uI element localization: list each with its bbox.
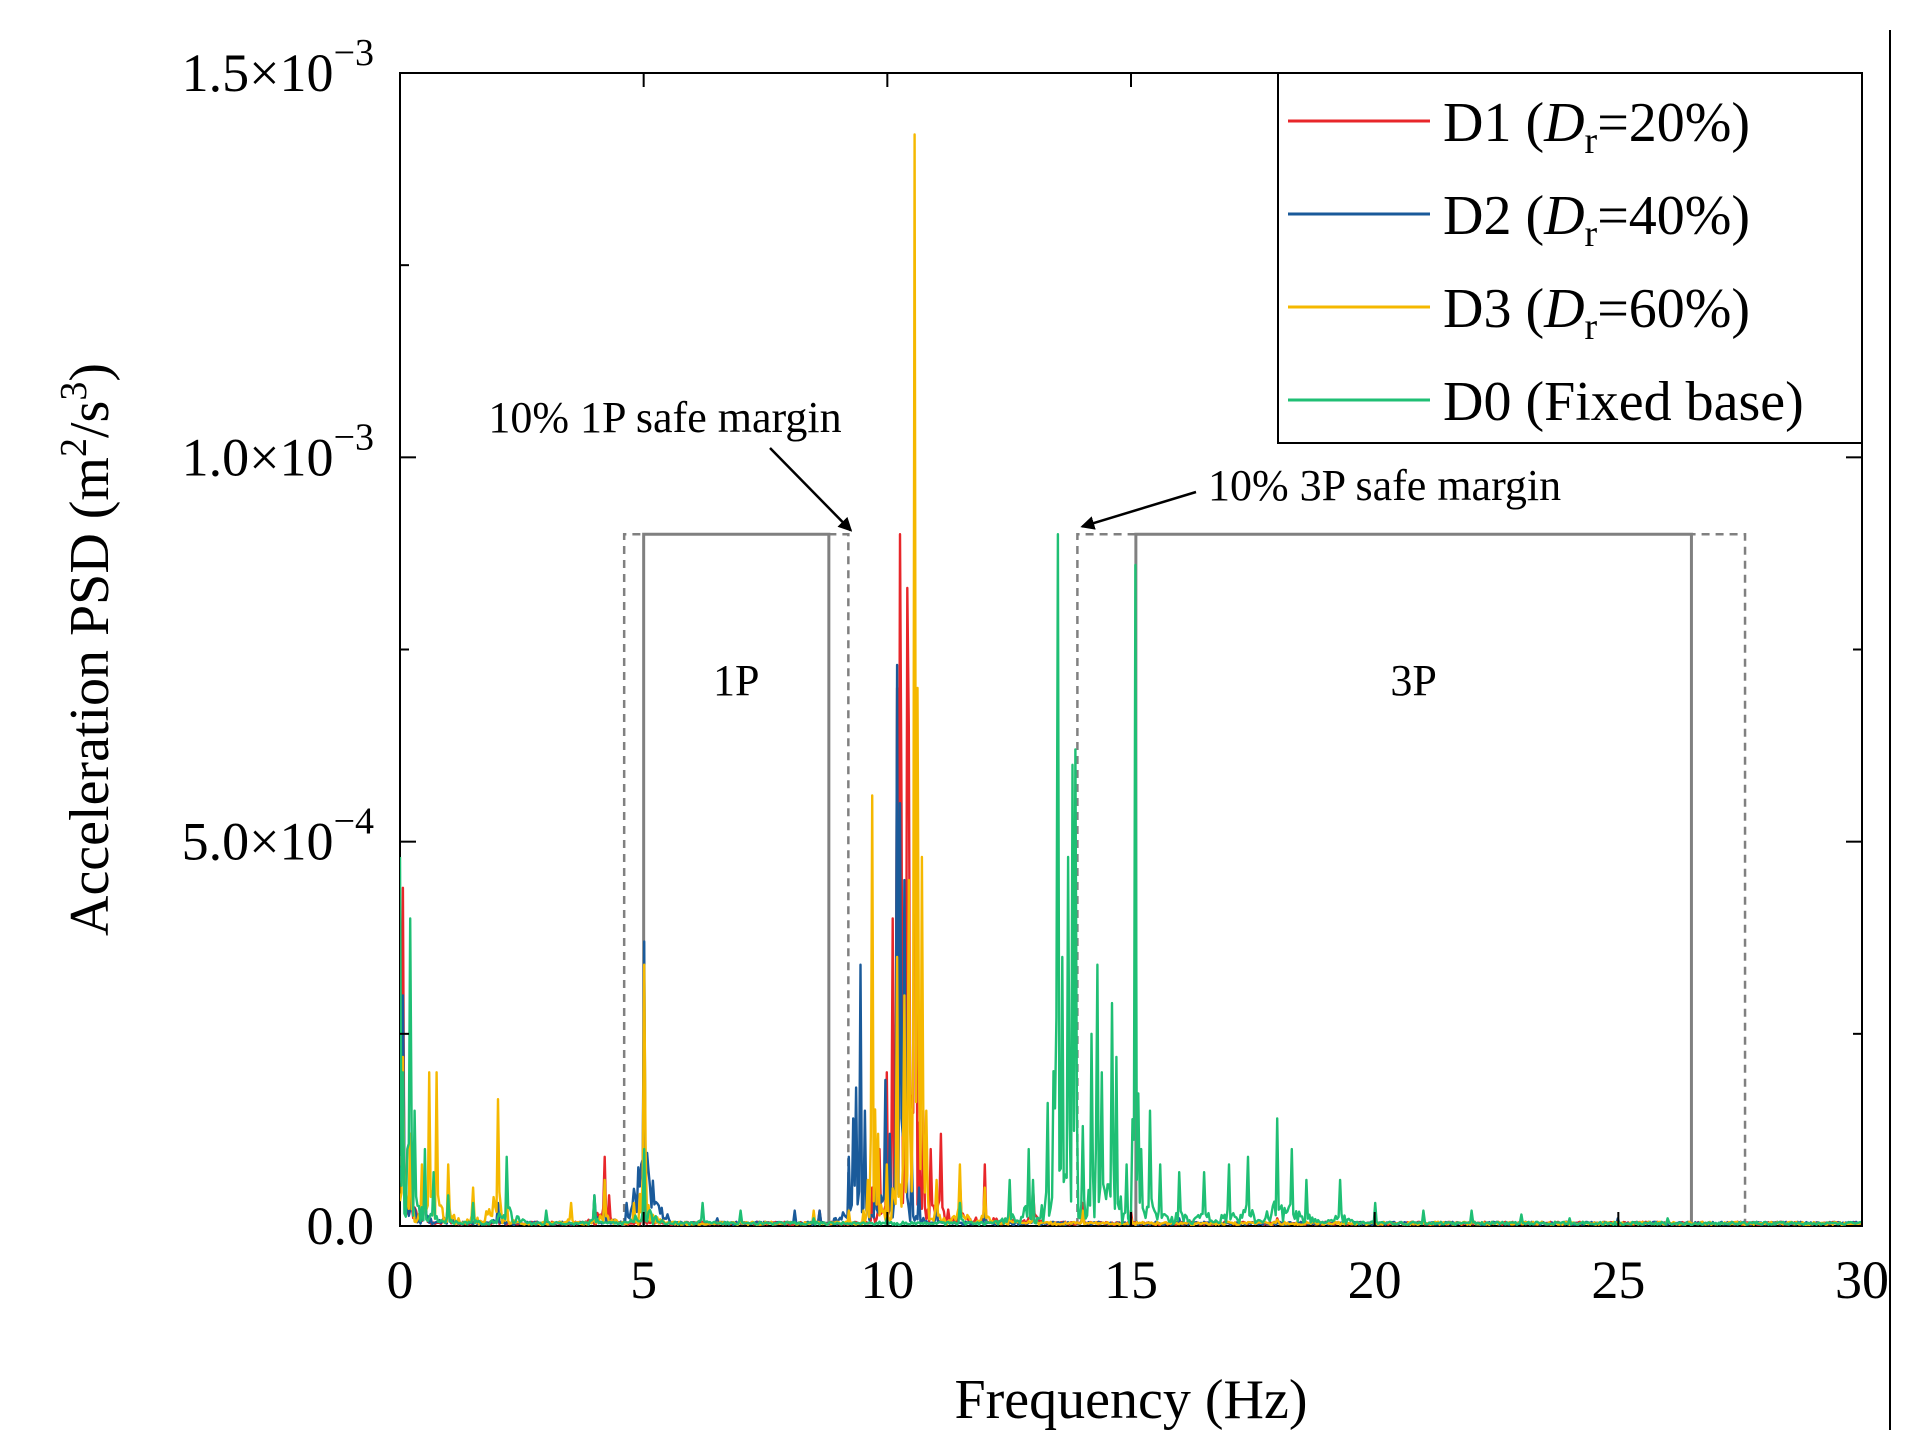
- legend: D1 (Dr=20%)D2 (Dr=40%)D3 (Dr=60%)D0 (Fix…: [1277, 72, 1863, 444]
- y-axis-title-prefix: Acceleration PSD (m: [59, 457, 121, 936]
- y-axis-title-mid: /s: [59, 401, 121, 438]
- x-tick-label: 10: [860, 1250, 914, 1310]
- series-D0-line: [400, 533, 1862, 1226]
- legend-label-post: =20%): [1597, 92, 1750, 154]
- y-tick-mantissa: 1.0×10: [182, 427, 334, 487]
- y-tick-label: 1.5×10−3: [182, 32, 374, 103]
- band-3P-margin: [1076, 532, 1747, 1226]
- y-tick-label: 0.0: [307, 1196, 375, 1256]
- legend-label-italic: D: [1543, 278, 1584, 340]
- y-tick-exponent: −3: [334, 416, 374, 458]
- legend-label-sub: r: [1585, 306, 1598, 348]
- y-axis-title: Acceleration PSD (m2/s3): [53, 363, 121, 936]
- y-tick-mantissa: 0.0: [307, 1196, 375, 1256]
- band-3P-label: 3P: [1390, 656, 1436, 705]
- series-D1-line: [400, 533, 1862, 1226]
- band-3P-range: [1134, 532, 1693, 1226]
- legend-label-sub: r: [1585, 120, 1598, 162]
- legend-label-D2: D2 (Dr=40%): [1443, 185, 1750, 255]
- x-tick-label: 30: [1835, 1250, 1889, 1310]
- annotation-1p-margin-text: 10% 1P safe margin: [488, 393, 841, 442]
- y-axis-title-sup2: 3: [53, 382, 95, 401]
- y-tick-label: 1.0×10−3: [182, 416, 374, 487]
- annotation-1p-margin-arrow: [769, 447, 853, 532]
- y-tick-exponent: −4: [334, 801, 374, 843]
- legend-label-pre: D2 (: [1443, 185, 1544, 247]
- legend-label-pre: D1 (: [1443, 92, 1544, 154]
- x-tick-label: 0: [387, 1250, 414, 1310]
- y-tick-label: 5.0×10−4: [182, 801, 374, 872]
- x-axis-title: Frequency (Hz): [955, 1369, 1308, 1431]
- legend-label-D0: D0 (Fixed base): [1443, 371, 1804, 433]
- band-1P-range: [642, 532, 831, 1226]
- legend-label-post: =40%): [1597, 185, 1750, 247]
- legend-label-pre: D0 (Fixed base): [1443, 371, 1804, 433]
- annotations: 10% 1P safe margin 10% 3P safe margin: [488, 393, 1561, 532]
- x-tick-label: 5: [630, 1250, 657, 1310]
- frequency-bands: 1P 3P: [622, 532, 1747, 1226]
- annotation-3p-margin-arrow: [1080, 490, 1197, 530]
- legend-label-post: =60%): [1597, 278, 1750, 340]
- legend-label-D3: D3 (Dr=60%): [1443, 278, 1750, 348]
- y-axis-title-sup1: 2: [53, 438, 95, 457]
- legend-label-sub: r: [1585, 213, 1598, 255]
- y-tick-exponent: −3: [334, 32, 374, 74]
- y-tick-mantissa: 5.0×10: [182, 812, 334, 872]
- x-tick-label: 15: [1104, 1250, 1158, 1310]
- axes: 0 5 10 15 20 25 300.05.0×10−41.0×10−31.5×10−3F…: [53, 32, 1889, 1431]
- legend-label-D1: D1 (Dr=20%): [1443, 92, 1750, 162]
- y-axis-title-suffix: ): [59, 363, 121, 382]
- x-tick-label: 20: [1348, 1250, 1402, 1310]
- annotation-3p-margin-text: 10% 3P safe margin: [1208, 461, 1561, 510]
- band-1P-margin: [622, 532, 850, 1226]
- x-tick-label: 25: [1591, 1250, 1645, 1310]
- band-1P-label: 1P: [713, 656, 759, 705]
- y-tick-mantissa: 1.5×10: [182, 43, 334, 103]
- legend-label-italic: D: [1543, 92, 1584, 154]
- legend-label-italic: D: [1543, 185, 1584, 247]
- legend-label-pre: D3 (: [1443, 278, 1544, 340]
- legend-box: [1277, 72, 1863, 444]
